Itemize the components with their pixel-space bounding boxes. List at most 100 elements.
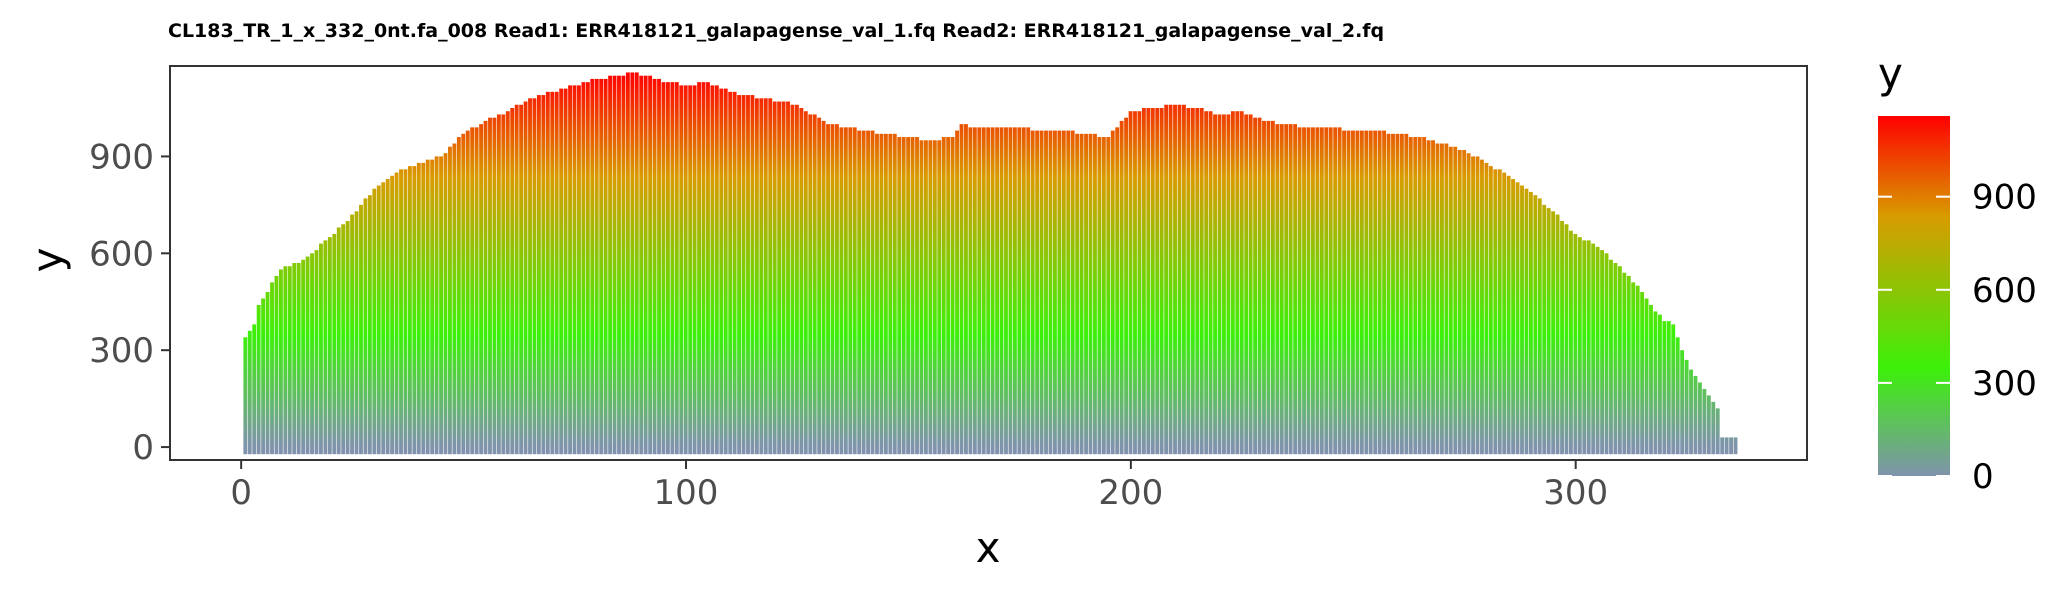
bar (843, 127, 848, 455)
bar (1119, 120, 1124, 455)
bar (1724, 437, 1729, 455)
bar (679, 85, 684, 455)
bar (1288, 124, 1293, 455)
bar (287, 266, 292, 455)
bar (425, 159, 430, 455)
bar (1155, 107, 1160, 455)
bar (514, 104, 519, 455)
bar (1297, 127, 1302, 455)
legend-tick-label: 0 (1972, 457, 1994, 497)
bar (981, 127, 986, 455)
bar (1097, 137, 1102, 455)
bar (559, 88, 564, 455)
bar (790, 104, 795, 455)
bar (1208, 111, 1213, 455)
bar (1186, 107, 1191, 455)
bar (1008, 127, 1013, 455)
bar (946, 137, 951, 455)
bar (1604, 253, 1609, 455)
bar (1466, 153, 1471, 455)
bar (1284, 124, 1289, 455)
bar (310, 253, 314, 455)
bar (319, 243, 323, 455)
bar (332, 233, 337, 455)
bar (772, 101, 777, 455)
bar (1257, 117, 1262, 455)
bar (1573, 233, 1578, 455)
bar (799, 107, 804, 455)
bar (381, 182, 386, 455)
bar (1404, 133, 1409, 455)
bar (1195, 107, 1200, 455)
bar (336, 227, 341, 455)
bar (1564, 224, 1569, 455)
bar (1017, 127, 1022, 455)
bar (292, 263, 297, 455)
bar (1462, 149, 1467, 455)
bar (968, 127, 973, 455)
bar (1066, 130, 1071, 455)
bar (1488, 166, 1493, 455)
bar (1328, 127, 1333, 455)
bar (670, 82, 675, 455)
bars-group (243, 72, 1738, 455)
bar (1164, 104, 1169, 455)
bar (1475, 156, 1480, 455)
bar (639, 75, 644, 455)
bar (1657, 314, 1662, 455)
bar (563, 88, 568, 455)
bar (1417, 137, 1422, 455)
bar (350, 214, 355, 455)
bar (1213, 114, 1217, 455)
colorbar (1878, 116, 1950, 476)
bar (777, 101, 782, 455)
bar (1457, 149, 1462, 455)
bar (1706, 395, 1711, 455)
bar (759, 98, 764, 455)
bar (1626, 275, 1631, 455)
bar (1266, 120, 1271, 455)
bar (1440, 143, 1444, 455)
bar (1106, 137, 1111, 455)
color-legend: y 0 300 600 900 (1878, 49, 2037, 497)
bar (1048, 130, 1053, 455)
bar (1030, 130, 1035, 455)
bar (421, 162, 426, 455)
bar (1133, 111, 1137, 455)
bar (1239, 111, 1244, 455)
bar (839, 127, 844, 455)
bar (1640, 292, 1645, 455)
bar (443, 153, 448, 455)
bar (1546, 208, 1551, 455)
bar (1319, 127, 1324, 455)
bar (1586, 240, 1591, 455)
bar (603, 78, 608, 455)
bar (612, 75, 617, 455)
bar (1079, 133, 1084, 455)
bar (972, 127, 977, 455)
bar (1141, 107, 1146, 455)
bar (1520, 185, 1524, 455)
bar (795, 104, 799, 455)
bar (1422, 137, 1427, 455)
bar (1137, 111, 1142, 455)
bar (301, 259, 306, 455)
bar (1248, 114, 1253, 455)
bar (474, 127, 479, 455)
bar (959, 124, 964, 455)
bar (243, 337, 248, 455)
bar (821, 120, 826, 455)
bar (439, 156, 443, 455)
bar (1613, 263, 1618, 455)
bar (1471, 156, 1475, 455)
bar (964, 124, 968, 455)
bar (1128, 111, 1133, 455)
bar (247, 330, 252, 455)
bar (1493, 169, 1498, 455)
bar (1199, 107, 1204, 455)
bar (1075, 133, 1080, 455)
bar (990, 127, 995, 455)
bar (1431, 140, 1435, 455)
bar (1533, 195, 1538, 455)
